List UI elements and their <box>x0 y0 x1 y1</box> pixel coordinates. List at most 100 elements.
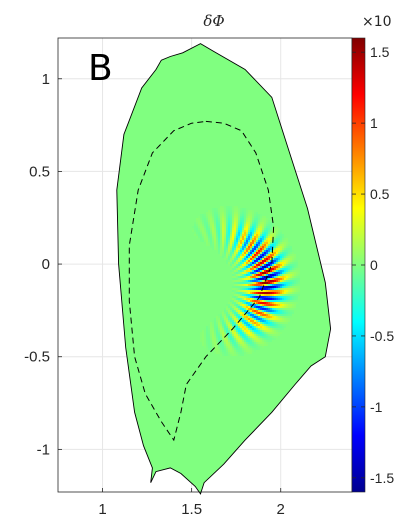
mode-cell <box>258 226 260 228</box>
mode-cell <box>224 338 226 340</box>
mode-cell <box>264 272 266 274</box>
mode-cell <box>256 316 258 318</box>
mode-cell <box>260 240 262 242</box>
mode-cell <box>202 216 204 218</box>
mode-cell <box>290 274 292 276</box>
mode-cell <box>258 342 260 344</box>
mode-cell <box>242 330 244 332</box>
mode-cell <box>256 342 258 344</box>
mode-cell <box>246 276 248 278</box>
mode-cell <box>264 340 266 342</box>
mode-cell <box>244 262 246 264</box>
mode-cell <box>226 208 228 210</box>
mode-cell <box>288 280 290 282</box>
mode-cell <box>194 224 196 226</box>
mode-cell <box>262 336 264 338</box>
mode-cell <box>224 254 226 256</box>
mode-cell <box>252 312 254 314</box>
mode-cell <box>262 330 264 332</box>
mode-cell <box>238 244 240 246</box>
mode-cell <box>264 276 266 278</box>
mode-cell <box>286 302 288 304</box>
mode-cell <box>244 310 246 312</box>
mode-cell <box>238 274 240 276</box>
mode-cell <box>210 226 212 228</box>
mode-cell <box>288 296 290 298</box>
mode-cell <box>286 246 288 248</box>
mode-cell <box>246 322 248 324</box>
mode-cell <box>202 224 204 226</box>
mode-cell <box>254 274 256 276</box>
mode-cell <box>278 278 280 280</box>
mode-cell <box>218 322 220 324</box>
mode-cell <box>238 260 240 262</box>
mode-cell <box>268 306 270 308</box>
mode-cell <box>250 280 252 282</box>
mode-cell <box>194 234 196 236</box>
mode-cell <box>206 222 208 224</box>
mode-cell <box>276 300 278 302</box>
mode-cell <box>230 268 232 270</box>
mode-cell <box>234 288 236 290</box>
mode-cell <box>278 242 280 244</box>
mode-cell <box>282 236 284 238</box>
mode-cell <box>286 276 288 278</box>
mode-cell <box>284 316 286 318</box>
mode-cell <box>262 302 264 304</box>
mode-cell <box>270 232 272 234</box>
mode-cell <box>294 288 296 290</box>
mode-cell <box>272 280 274 282</box>
mode-cell <box>208 344 210 346</box>
mode-cell <box>248 332 250 334</box>
mode-cell <box>250 320 252 322</box>
mode-cell <box>238 230 240 232</box>
mode-cell <box>230 304 232 306</box>
mode-cell <box>242 212 244 214</box>
mode-cell <box>254 242 256 244</box>
mode-cell <box>276 260 278 262</box>
mode-cell <box>232 286 234 288</box>
mode-cell <box>242 350 244 352</box>
mode-cell <box>222 330 224 332</box>
mode-cell <box>258 264 260 266</box>
mode-cell <box>240 266 242 268</box>
mode-cell <box>208 238 210 240</box>
mode-cell <box>288 294 290 296</box>
mode-cell <box>238 322 240 324</box>
mode-cell <box>284 290 286 292</box>
mode-cell <box>240 240 242 242</box>
mode-cell <box>248 292 250 294</box>
mode-cell <box>288 302 290 304</box>
mode-cell <box>298 280 300 282</box>
mode-cell <box>192 226 194 228</box>
mode-cell <box>226 222 228 224</box>
mode-cell <box>234 350 236 352</box>
mode-cell <box>230 222 232 224</box>
mode-cell <box>296 302 298 304</box>
mode-cell <box>234 316 236 318</box>
mode-cell <box>230 312 232 314</box>
mode-cell <box>236 280 238 282</box>
mode-cell <box>206 332 208 334</box>
mode-cell <box>258 266 260 268</box>
mode-cell <box>244 302 246 304</box>
mode-cell <box>246 300 248 302</box>
mode-cell <box>196 232 198 234</box>
mode-cell <box>266 344 268 346</box>
mode-cell <box>268 248 270 250</box>
mode-cell <box>282 250 284 252</box>
mode-cell <box>230 346 232 348</box>
x-tick-label: 2 <box>277 501 285 518</box>
mode-cell <box>288 292 290 294</box>
mode-cell <box>286 244 288 246</box>
mode-cell <box>244 292 246 294</box>
mode-cell <box>254 236 256 238</box>
mode-cell <box>286 324 288 326</box>
mode-cell <box>256 332 258 334</box>
mode-cell <box>262 284 264 286</box>
mode-cell <box>264 238 266 240</box>
mode-cell <box>292 276 294 278</box>
mode-cell <box>292 264 294 266</box>
mode-cell <box>250 250 252 252</box>
mode-cell <box>272 232 274 234</box>
